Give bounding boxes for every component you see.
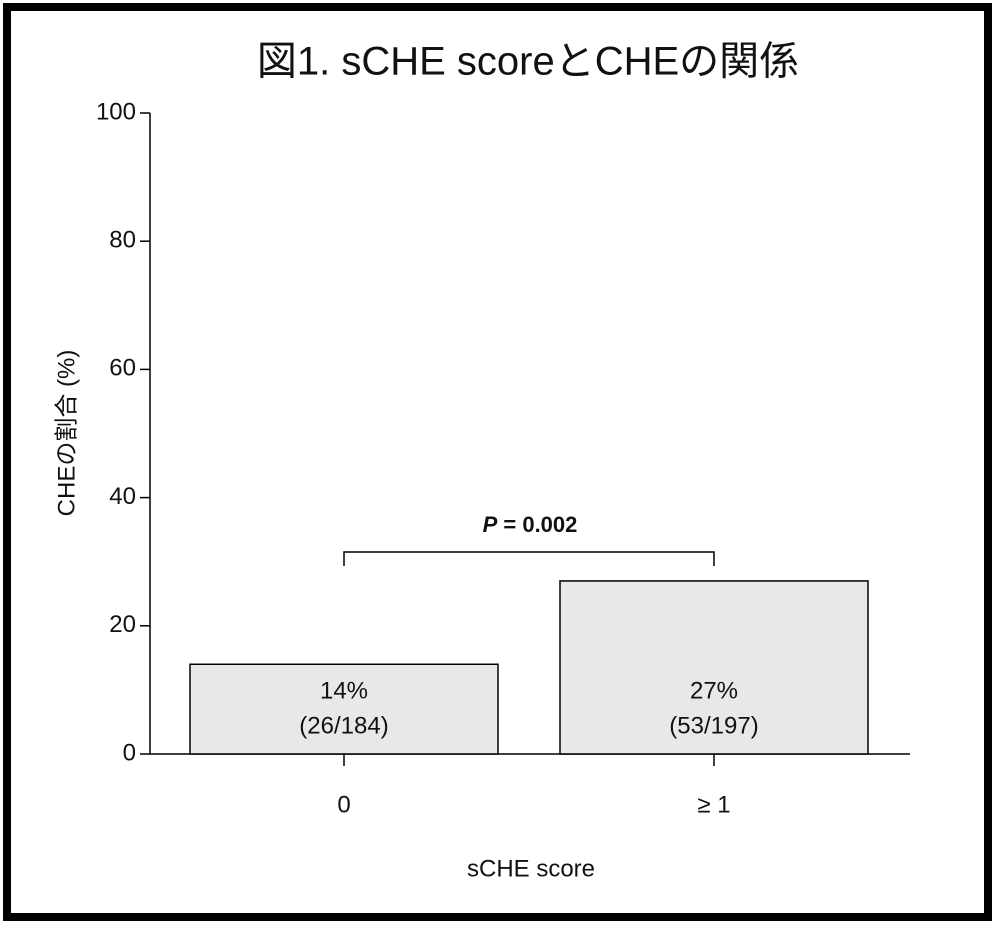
x-tick-label: 0	[337, 791, 350, 818]
chart-title: 図1. sCHE scoreとCHEの関係	[257, 40, 799, 84]
y-tick-label: 60	[109, 355, 136, 382]
x-axis-label: sCHE score	[467, 855, 595, 882]
count-label: (26/184)	[299, 712, 388, 739]
p-value: P = 0.002	[482, 512, 578, 537]
frame	[3, 3, 992, 921]
value-label: 14%	[320, 677, 368, 704]
value-label: 27%	[690, 677, 738, 704]
y-axis-label: CHEの割合 (%)	[53, 350, 80, 517]
bar	[189, 663, 499, 755]
y-tick-label: 0	[123, 739, 136, 766]
y-tick-label: 20	[109, 611, 136, 638]
y-tick-label: 40	[109, 483, 136, 510]
y-tick-label: 80	[109, 227, 136, 254]
significance-bracket	[343, 551, 715, 566]
y-tick-label: 100	[96, 98, 136, 125]
x-tick-label: ≥ 1	[697, 791, 730, 818]
count-label: (53/197)	[669, 712, 758, 739]
